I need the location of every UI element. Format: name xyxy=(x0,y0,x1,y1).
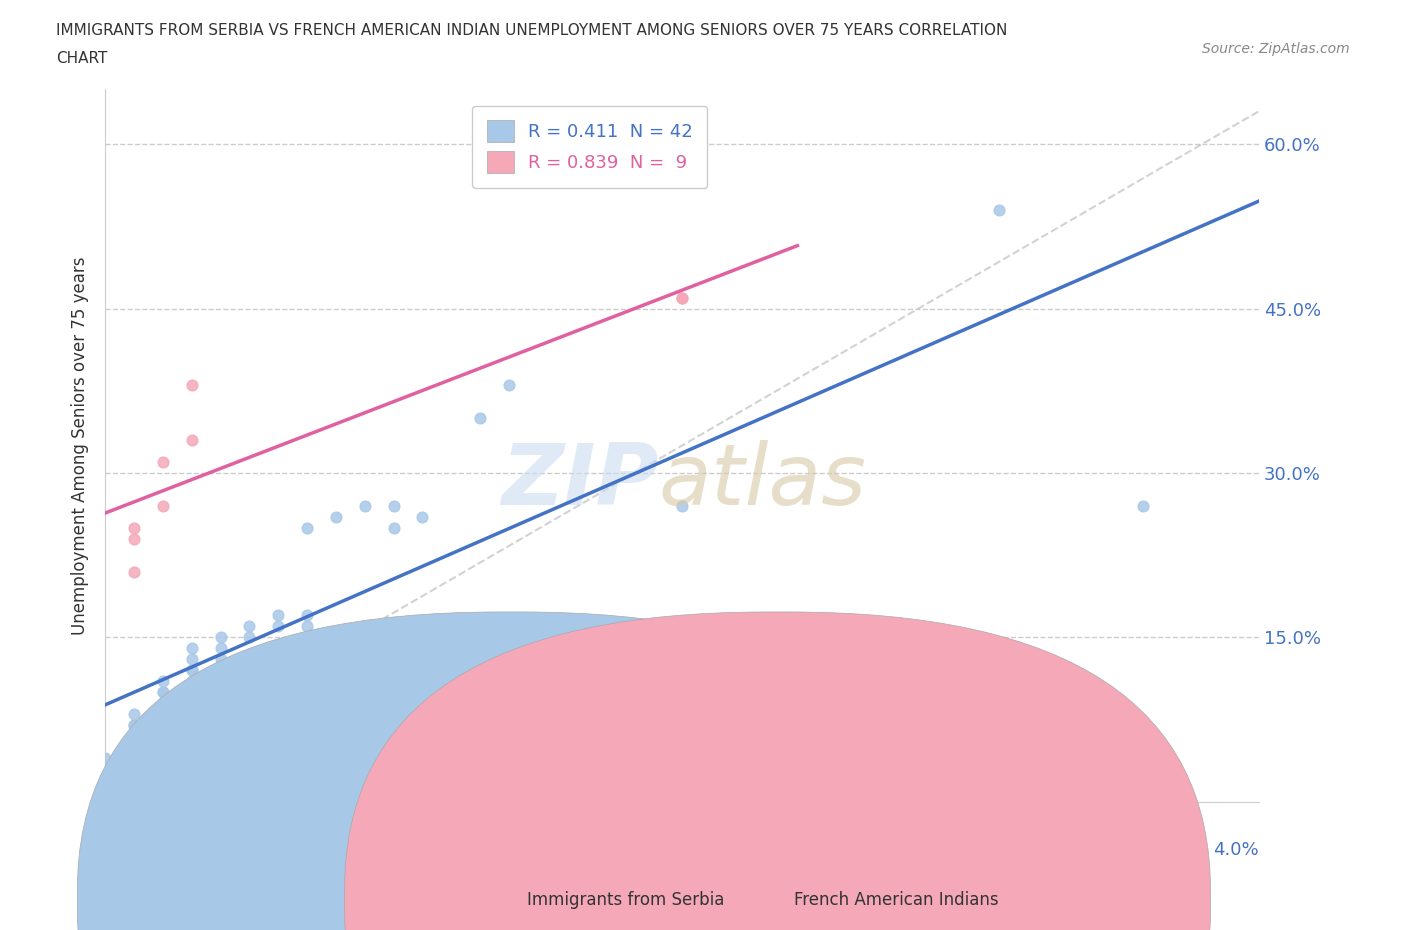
Point xyxy=(671,290,693,305)
Point xyxy=(238,619,260,634)
Point xyxy=(498,378,520,392)
Text: Immigrants from Serbia: Immigrants from Serbia xyxy=(527,891,724,910)
Point xyxy=(122,531,145,546)
Point xyxy=(671,290,693,305)
Text: IMMIGRANTS FROM SERBIA VS FRENCH AMERICAN INDIAN UNEMPLOYMENT AMONG SENIORS OVER: IMMIGRANTS FROM SERBIA VS FRENCH AMERICA… xyxy=(56,23,1008,38)
Point xyxy=(382,498,405,513)
Point xyxy=(468,411,491,426)
Point xyxy=(180,432,202,447)
Point xyxy=(152,707,174,722)
Text: 0.0%: 0.0% xyxy=(105,841,150,859)
Point xyxy=(152,674,174,689)
Point xyxy=(94,751,117,765)
Point xyxy=(382,521,405,536)
Point xyxy=(180,674,202,689)
Point xyxy=(180,663,202,678)
Point xyxy=(295,521,318,536)
Point xyxy=(1132,498,1154,513)
Point xyxy=(180,641,202,656)
Text: French American Indians: French American Indians xyxy=(794,891,1000,910)
Point xyxy=(988,203,1011,218)
Text: 4.0%: 4.0% xyxy=(1213,841,1258,859)
Point xyxy=(152,684,174,699)
Point xyxy=(122,718,145,733)
Point xyxy=(295,608,318,623)
Point xyxy=(122,565,145,579)
Y-axis label: Unemployment Among Seniors over 75 years: Unemployment Among Seniors over 75 years xyxy=(72,257,89,635)
Point xyxy=(180,378,202,392)
Point xyxy=(180,663,202,678)
Point xyxy=(325,510,347,525)
Point xyxy=(295,619,318,634)
FancyBboxPatch shape xyxy=(77,612,943,930)
Point xyxy=(152,696,174,711)
Point xyxy=(238,630,260,644)
Text: atlas: atlas xyxy=(659,440,868,523)
Point xyxy=(122,739,145,754)
Point xyxy=(152,707,174,722)
Text: Source: ZipAtlas.com: Source: ZipAtlas.com xyxy=(1202,42,1350,56)
Point xyxy=(152,718,174,733)
Point xyxy=(353,498,375,513)
Point xyxy=(122,707,145,722)
Point xyxy=(267,608,290,623)
FancyBboxPatch shape xyxy=(344,612,1211,930)
Point xyxy=(411,510,433,525)
Point xyxy=(180,652,202,667)
Point xyxy=(122,521,145,536)
Text: CHART: CHART xyxy=(56,51,108,66)
Point xyxy=(152,696,174,711)
Point xyxy=(180,684,202,699)
Legend: R = 0.411  N = 42, R = 0.839  N =  9: R = 0.411 N = 42, R = 0.839 N = 9 xyxy=(472,105,707,188)
Point xyxy=(122,718,145,733)
Text: ZIP: ZIP xyxy=(502,440,659,523)
Point xyxy=(209,652,232,667)
Point xyxy=(152,455,174,470)
Point xyxy=(671,498,693,513)
Point xyxy=(152,684,174,699)
Point xyxy=(267,619,290,634)
Point xyxy=(209,630,232,644)
Point xyxy=(122,739,145,754)
Point xyxy=(209,641,232,656)
Point xyxy=(152,498,174,513)
Point xyxy=(122,728,145,743)
Point xyxy=(122,728,145,743)
